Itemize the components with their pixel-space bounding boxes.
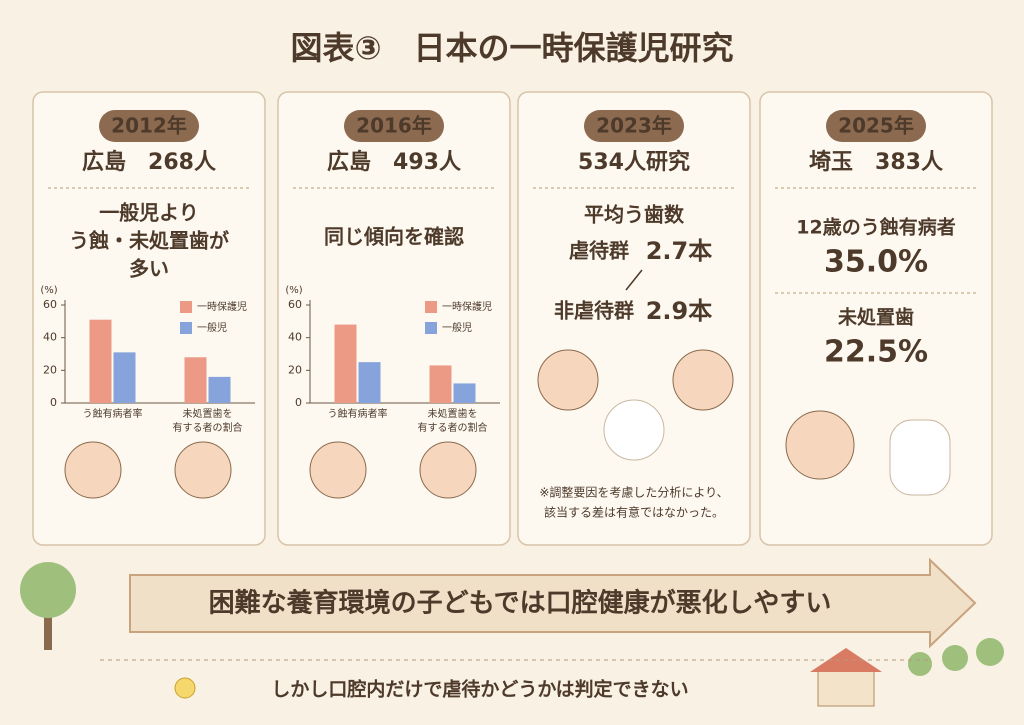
stat-value: 35.0% <box>824 245 928 280</box>
legend-label: 一般児 <box>197 321 227 334</box>
year: 2023年 <box>596 114 672 138</box>
card <box>32 91 266 546</box>
x-tick-label: 未処置歯を <box>428 407 478 420</box>
child <box>672 349 734 411</box>
card <box>277 91 511 546</box>
unit: (%) <box>40 285 57 296</box>
legend-label: 一般児 <box>442 321 472 334</box>
child <box>785 410 855 480</box>
year-pill <box>344 110 444 142</box>
abuse-label: 虐待群 <box>569 239 629 263</box>
y-tick-label: 20 <box>43 363 57 376</box>
bar <box>334 324 357 403</box>
bar <box>358 362 381 403</box>
x-tick-label: 未処置歯を <box>183 407 233 420</box>
nonabuse-label: 非虐待群 <box>554 299 634 323</box>
stat-label: 未処置歯 <box>837 306 914 329</box>
year: 2012年 <box>111 114 187 138</box>
page-title: 図表③ 日本の一時保護児研究 <box>290 29 733 67</box>
note: 該当する差は有意ではなかった。 <box>544 505 724 520</box>
bulb <box>174 677 196 699</box>
tooth <box>889 419 951 496</box>
year-pill <box>584 110 684 142</box>
finding: 同じ傾向を確認 <box>324 225 464 249</box>
bar <box>113 352 136 403</box>
stat-value: 22.5% <box>824 335 928 370</box>
child <box>64 441 122 499</box>
y-tick-label: 60 <box>43 298 57 311</box>
headline: 534人研究 <box>578 149 690 175</box>
x-tick-label: 有する者の割合 <box>418 421 488 434</box>
y-tick-label: 40 <box>43 331 57 344</box>
finding: 多い <box>129 257 169 281</box>
x-tick-label: う蝕有病者率 <box>83 407 143 420</box>
legend-swatch <box>180 301 192 313</box>
unit: (%) <box>285 285 302 296</box>
y-tick-label: 40 <box>288 331 302 344</box>
headline: 埼玉 383人 <box>809 150 943 175</box>
legend-label: 一時保護児 <box>197 300 247 313</box>
tree <box>20 562 76 650</box>
bar <box>453 383 476 403</box>
y-tick-label: 0 <box>295 396 302 409</box>
x-tick-label: 有する者の割合 <box>173 421 243 434</box>
year: 2016年 <box>356 114 432 138</box>
legend-label: 一時保護児 <box>442 300 492 313</box>
child <box>419 441 477 499</box>
arrow <box>129 557 977 649</box>
abuse-value: 2.7本 <box>646 237 713 265</box>
bar <box>429 365 452 403</box>
year-pill <box>99 110 199 142</box>
headline: 広島 493人 <box>327 149 461 175</box>
subhead: 平均う歯数 <box>584 203 685 227</box>
child <box>537 349 599 411</box>
year: 2025年 <box>838 114 914 138</box>
stat-label: 12歳のう蝕有病者 <box>796 216 955 239</box>
note: ※調整要因を考慮した分析により、 <box>539 485 728 500</box>
x-tick-label: う蝕有病者率 <box>328 407 388 420</box>
house <box>810 638 1004 707</box>
slash <box>625 269 643 291</box>
arrow-text: 困難な養育環境の子どもでは口腔健康が悪化しやすい <box>209 588 832 619</box>
y-tick-label: 0 <box>50 396 57 409</box>
nonabuse-value: 2.9本 <box>646 297 713 325</box>
legend-swatch <box>425 301 437 313</box>
finding: う蝕・未処置歯が <box>69 229 229 253</box>
finding: 一般児より <box>99 201 199 225</box>
y-tick-label: 20 <box>288 363 302 376</box>
footer: しかし口腔内だけで虐待かどうかは判定できない <box>271 678 688 701</box>
y-tick-label: 60 <box>288 298 302 311</box>
child <box>174 441 232 499</box>
tooth <box>603 399 665 461</box>
headline: 広島 268人 <box>82 149 216 175</box>
legend-swatch <box>180 322 192 334</box>
child <box>309 441 367 499</box>
bar <box>184 357 207 403</box>
bar <box>208 376 231 403</box>
bar <box>89 319 112 403</box>
card <box>517 91 751 546</box>
year-pill <box>826 110 926 142</box>
legend-swatch <box>425 322 437 334</box>
